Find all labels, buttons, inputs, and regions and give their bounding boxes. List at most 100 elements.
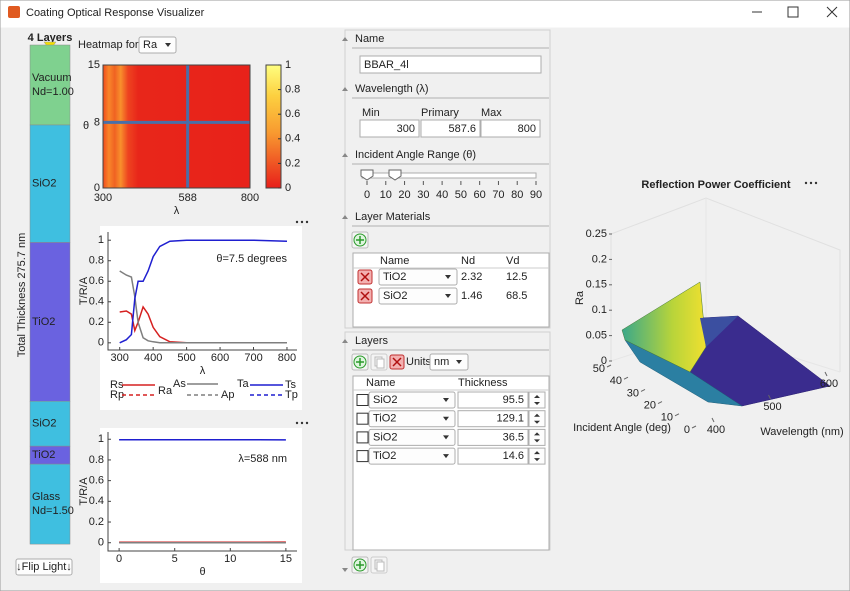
thickness-spinner[interactable] bbox=[528, 428, 546, 446]
heatmap-x-label: λ bbox=[174, 205, 180, 217]
layer-checkbox[interactable] bbox=[356, 431, 369, 444]
layer-block[interactable] bbox=[29, 401, 71, 447]
heatmap-x-tick-label: 300 bbox=[94, 192, 112, 204]
slider-thumb[interactable] bbox=[388, 169, 402, 181]
y-tick-label: 0.6 bbox=[89, 275, 104, 287]
more-button[interactable] bbox=[295, 220, 309, 224]
layer-checkbox[interactable] bbox=[356, 412, 369, 425]
y-tick-label: 20 bbox=[644, 400, 656, 412]
y-tick bbox=[623, 376, 629, 380]
layer-material: TiO2 bbox=[373, 450, 396, 462]
axes-box bbox=[107, 232, 297, 351]
delete-icon bbox=[360, 272, 370, 282]
y-tick-label: 0.8 bbox=[89, 454, 104, 466]
layer-select[interactable] bbox=[368, 447, 456, 465]
primary-input[interactable] bbox=[420, 119, 481, 138]
layer-select[interactable] bbox=[368, 428, 456, 446]
layer-index: Nd=1.50 bbox=[32, 505, 74, 517]
slider-track[interactable] bbox=[361, 172, 537, 179]
material-nd: 1.46 bbox=[461, 290, 482, 302]
legend-label: Ta bbox=[237, 378, 250, 390]
maximize-button[interactable] bbox=[787, 6, 799, 18]
dropdown-arrow bbox=[443, 454, 449, 459]
y-tick-label: 0.6 bbox=[89, 475, 104, 487]
layer-thickness: 129.1 bbox=[496, 413, 524, 425]
copy-icon bbox=[376, 358, 385, 369]
thickness-spinner[interactable] bbox=[528, 447, 546, 465]
y-axis-label: T/R/A bbox=[78, 276, 90, 305]
window-title: Coating Optical Response Visualizer bbox=[26, 7, 205, 19]
layer-name: TiO2 bbox=[32, 449, 55, 461]
colorbar-tick-label: 0.4 bbox=[285, 133, 300, 145]
x-tick-label: 600 bbox=[820, 378, 838, 390]
dropdown-arrow bbox=[165, 43, 171, 47]
max-input[interactable] bbox=[480, 119, 541, 138]
dropdown-arrow bbox=[456, 360, 462, 364]
slider-thumb[interactable] bbox=[360, 169, 374, 181]
layer-checkbox[interactable] bbox=[356, 394, 369, 406]
plot-annotation: λ=588 nm bbox=[238, 453, 287, 465]
more-button[interactable] bbox=[295, 421, 309, 425]
heatmap-y-tick-label: 8 bbox=[94, 116, 100, 128]
thickness-input[interactable] bbox=[457, 428, 529, 446]
x-tick-label: 400 bbox=[144, 352, 162, 364]
layer-block[interactable] bbox=[29, 242, 71, 402]
z-tick-label: 0.1 bbox=[592, 304, 607, 316]
heatmap-select[interactable] bbox=[138, 36, 177, 54]
flip-button[interactable] bbox=[15, 558, 73, 576]
slider-tick-label: 80 bbox=[511, 189, 523, 201]
material-select[interactable] bbox=[378, 268, 458, 286]
thickness-spinner[interactable] bbox=[528, 391, 546, 409]
flip-button-label: ↓Flip Light↓ bbox=[16, 561, 72, 573]
material-nd: 2.32 bbox=[461, 271, 482, 283]
layer-material: SiO2 bbox=[373, 431, 397, 443]
spinner-up bbox=[534, 451, 540, 455]
x-axis-label: Wavelength (nm) bbox=[760, 426, 843, 438]
y-tick-label: 40 bbox=[610, 375, 622, 387]
collapse-arrow bbox=[342, 339, 348, 343]
thickness-input[interactable] bbox=[457, 447, 529, 465]
layer-select[interactable] bbox=[368, 391, 456, 409]
slider-tick-label: 10 bbox=[380, 189, 392, 201]
primary-label: Primary bbox=[421, 107, 459, 119]
thickness-spinner[interactable] bbox=[528, 410, 546, 428]
thickness-input[interactable] bbox=[457, 391, 529, 409]
collapse-arrow bbox=[342, 568, 348, 572]
add-icon bbox=[356, 561, 364, 569]
more-button[interactable] bbox=[804, 181, 818, 185]
close-button[interactable] bbox=[826, 6, 838, 18]
y-tick-label: 0.4 bbox=[89, 495, 104, 507]
slider-tick-label: 90 bbox=[530, 189, 542, 201]
thickness-input[interactable] bbox=[457, 410, 529, 428]
max-label: Max bbox=[481, 107, 502, 119]
slider-tick-label: 40 bbox=[436, 189, 448, 201]
units-select[interactable] bbox=[429, 353, 469, 371]
x-tick bbox=[768, 394, 771, 400]
layer-block[interactable] bbox=[29, 463, 71, 545]
y-tick-label: 0.4 bbox=[89, 296, 104, 308]
material-select[interactable] bbox=[378, 287, 458, 305]
x-tick-label: 400 bbox=[707, 424, 725, 436]
copy-icon bbox=[376, 561, 385, 572]
colorbar-tick-label: 0.2 bbox=[285, 157, 300, 169]
layer-name: Glass bbox=[32, 491, 61, 503]
name-input[interactable] bbox=[359, 55, 542, 74]
y-tick-label: 0 bbox=[684, 424, 690, 436]
units-value: nm bbox=[434, 356, 449, 368]
min-input[interactable] bbox=[359, 119, 420, 138]
y-tick-label: 0 bbox=[98, 537, 104, 549]
layer-block[interactable] bbox=[29, 44, 71, 126]
heatmap-frame bbox=[102, 64, 251, 189]
slider-tick-label: 60 bbox=[474, 189, 486, 201]
layer-select[interactable] bbox=[368, 410, 456, 428]
x-axis-label: λ bbox=[200, 365, 206, 377]
plot-annotation: θ=7.5 degrees bbox=[216, 253, 287, 265]
surface-plot bbox=[610, 197, 841, 407]
y-tick-label: 0 bbox=[98, 337, 104, 349]
y-tick-label: 0.2 bbox=[89, 516, 104, 528]
slider-tick-label: 20 bbox=[398, 189, 410, 201]
spinner-down bbox=[534, 402, 540, 405]
layer-checkbox[interactable] bbox=[356, 450, 369, 463]
y-tick-label: 10 bbox=[661, 412, 673, 424]
colorbar bbox=[265, 64, 282, 189]
